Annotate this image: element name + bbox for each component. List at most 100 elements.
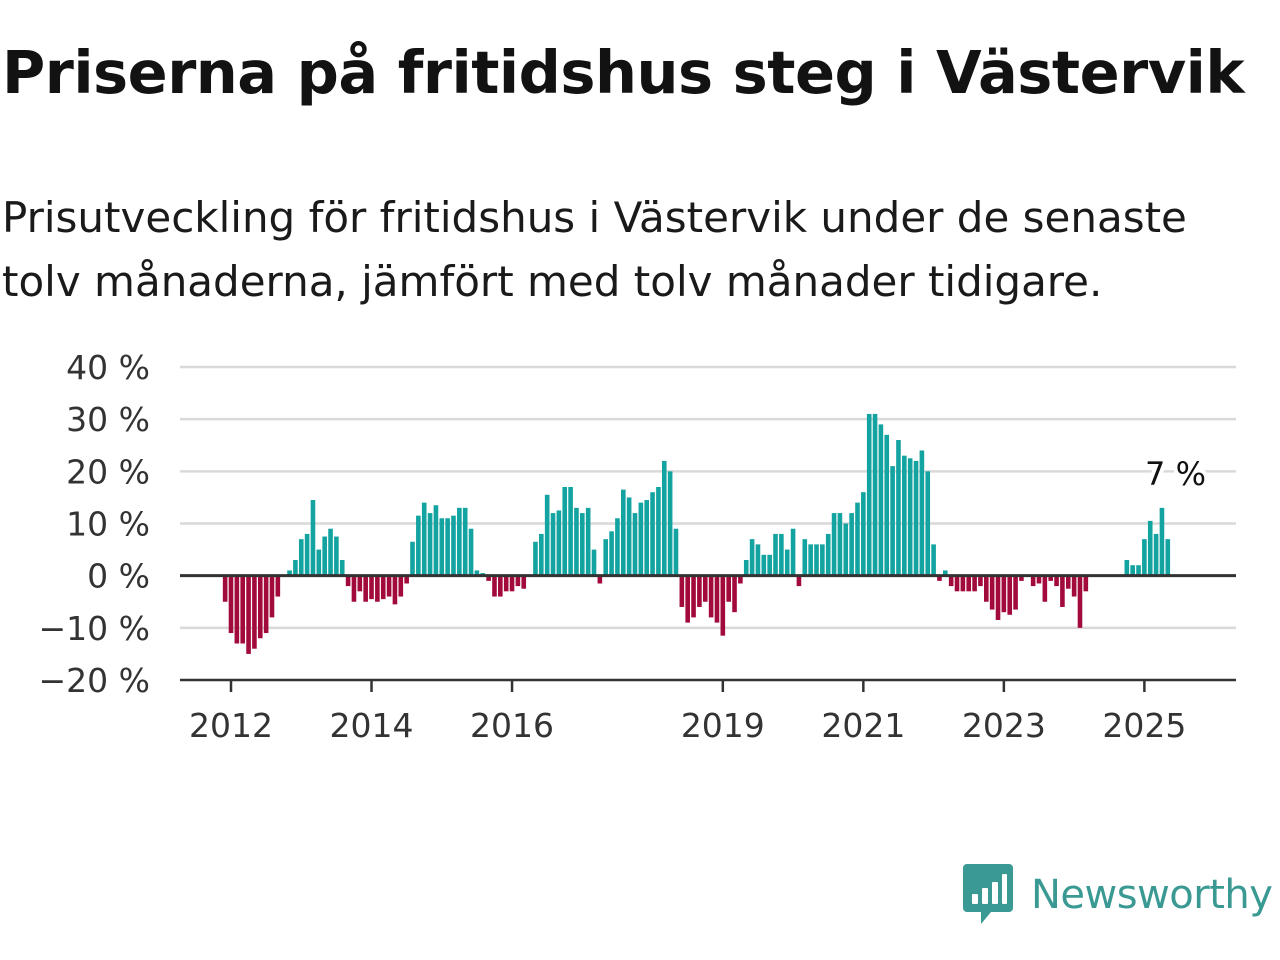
- bar: [931, 544, 936, 576]
- bar: [562, 486, 568, 576]
- bar: [533, 541, 538, 576]
- bar: [820, 544, 825, 576]
- bar: [966, 575, 972, 592]
- bar: [591, 549, 597, 576]
- bar: [339, 560, 345, 576]
- bar: [1159, 507, 1165, 576]
- bar: [445, 518, 450, 576]
- bar: [702, 575, 708, 602]
- bar: [240, 575, 246, 644]
- bar: [784, 549, 790, 576]
- bar: [609, 531, 614, 576]
- bar: [1130, 565, 1135, 576]
- bar: [626, 497, 632, 576]
- bar: [814, 544, 819, 576]
- bar: [948, 575, 954, 587]
- bar: [884, 434, 890, 576]
- bar: [398, 575, 404, 597]
- bar: [691, 575, 696, 618]
- bar: [937, 575, 942, 581]
- y-tick-label: 10 %: [66, 505, 150, 544]
- bar: [263, 575, 269, 634]
- bar: [345, 575, 351, 587]
- bar: [761, 554, 767, 576]
- bar: [521, 575, 527, 589]
- bar: [650, 492, 655, 576]
- bar: [462, 507, 468, 576]
- bar: [656, 486, 661, 576]
- bar: [960, 575, 966, 592]
- bar: [831, 513, 837, 576]
- bar: [907, 458, 913, 576]
- bar: [638, 502, 644, 576]
- bar: [433, 505, 439, 576]
- y-tick-label: 30 %: [66, 400, 150, 439]
- bar: [773, 533, 778, 576]
- x-tick-label: 2019: [681, 706, 765, 745]
- bar: [310, 500, 316, 576]
- bar: [1147, 520, 1153, 576]
- bar: [509, 575, 515, 592]
- bar: [632, 513, 638, 576]
- bar: [574, 507, 579, 576]
- bar: [954, 575, 960, 592]
- bar: [984, 575, 989, 602]
- bar: [989, 575, 995, 610]
- bar: [1071, 575, 1077, 597]
- bar: [298, 539, 304, 576]
- bar: [849, 513, 854, 576]
- x-tick-label: 2023: [962, 706, 1046, 745]
- bar: [316, 549, 322, 576]
- x-tick-label: 2012: [189, 706, 273, 745]
- bar: [925, 471, 931, 576]
- bar: [679, 575, 685, 607]
- bar: [334, 536, 339, 576]
- bar: [878, 424, 884, 576]
- bar: [825, 533, 831, 576]
- bar: [468, 528, 474, 576]
- bar: [620, 489, 626, 576]
- bar: [667, 471, 673, 576]
- bar: [275, 575, 281, 597]
- bar: [615, 518, 620, 576]
- bar: [855, 502, 860, 576]
- y-tick-label: 40 %: [66, 348, 150, 387]
- bar: [293, 560, 298, 576]
- bar: [392, 575, 398, 605]
- bar: [539, 533, 544, 576]
- bar: [978, 575, 983, 587]
- bar: [369, 575, 374, 600]
- bar: [644, 500, 650, 576]
- bar: [1077, 575, 1083, 628]
- bar: [843, 523, 849, 576]
- bar: [351, 575, 357, 602]
- bar: [913, 460, 919, 576]
- bar: [673, 528, 679, 576]
- bar: [808, 544, 813, 576]
- bar-chart-speech-bubble-icon: [963, 864, 1013, 924]
- bar: [1007, 575, 1013, 615]
- bar: [1083, 575, 1089, 592]
- bar: [416, 515, 421, 576]
- bar: [474, 570, 480, 576]
- bar: [515, 575, 521, 587]
- newsworthy-logo: Newsworthy: [963, 862, 1273, 928]
- y-tick-label: −10 %: [39, 609, 151, 648]
- bar: [1036, 575, 1042, 584]
- bar: [685, 575, 690, 623]
- bar: [872, 413, 878, 576]
- bar: [568, 486, 573, 576]
- bar: [287, 570, 292, 576]
- bar: [1065, 575, 1071, 589]
- x-tick-label: 2025: [1102, 706, 1186, 745]
- bar: [720, 575, 726, 636]
- bar: [779, 533, 784, 576]
- y-tick-label: −20 %: [39, 661, 151, 700]
- x-tick-label: 2014: [330, 706, 414, 745]
- bar: [386, 575, 392, 597]
- bar: [1142, 539, 1147, 576]
- bar: [738, 575, 743, 584]
- bar: [749, 539, 755, 576]
- bar: [228, 575, 234, 634]
- bar: [363, 575, 368, 602]
